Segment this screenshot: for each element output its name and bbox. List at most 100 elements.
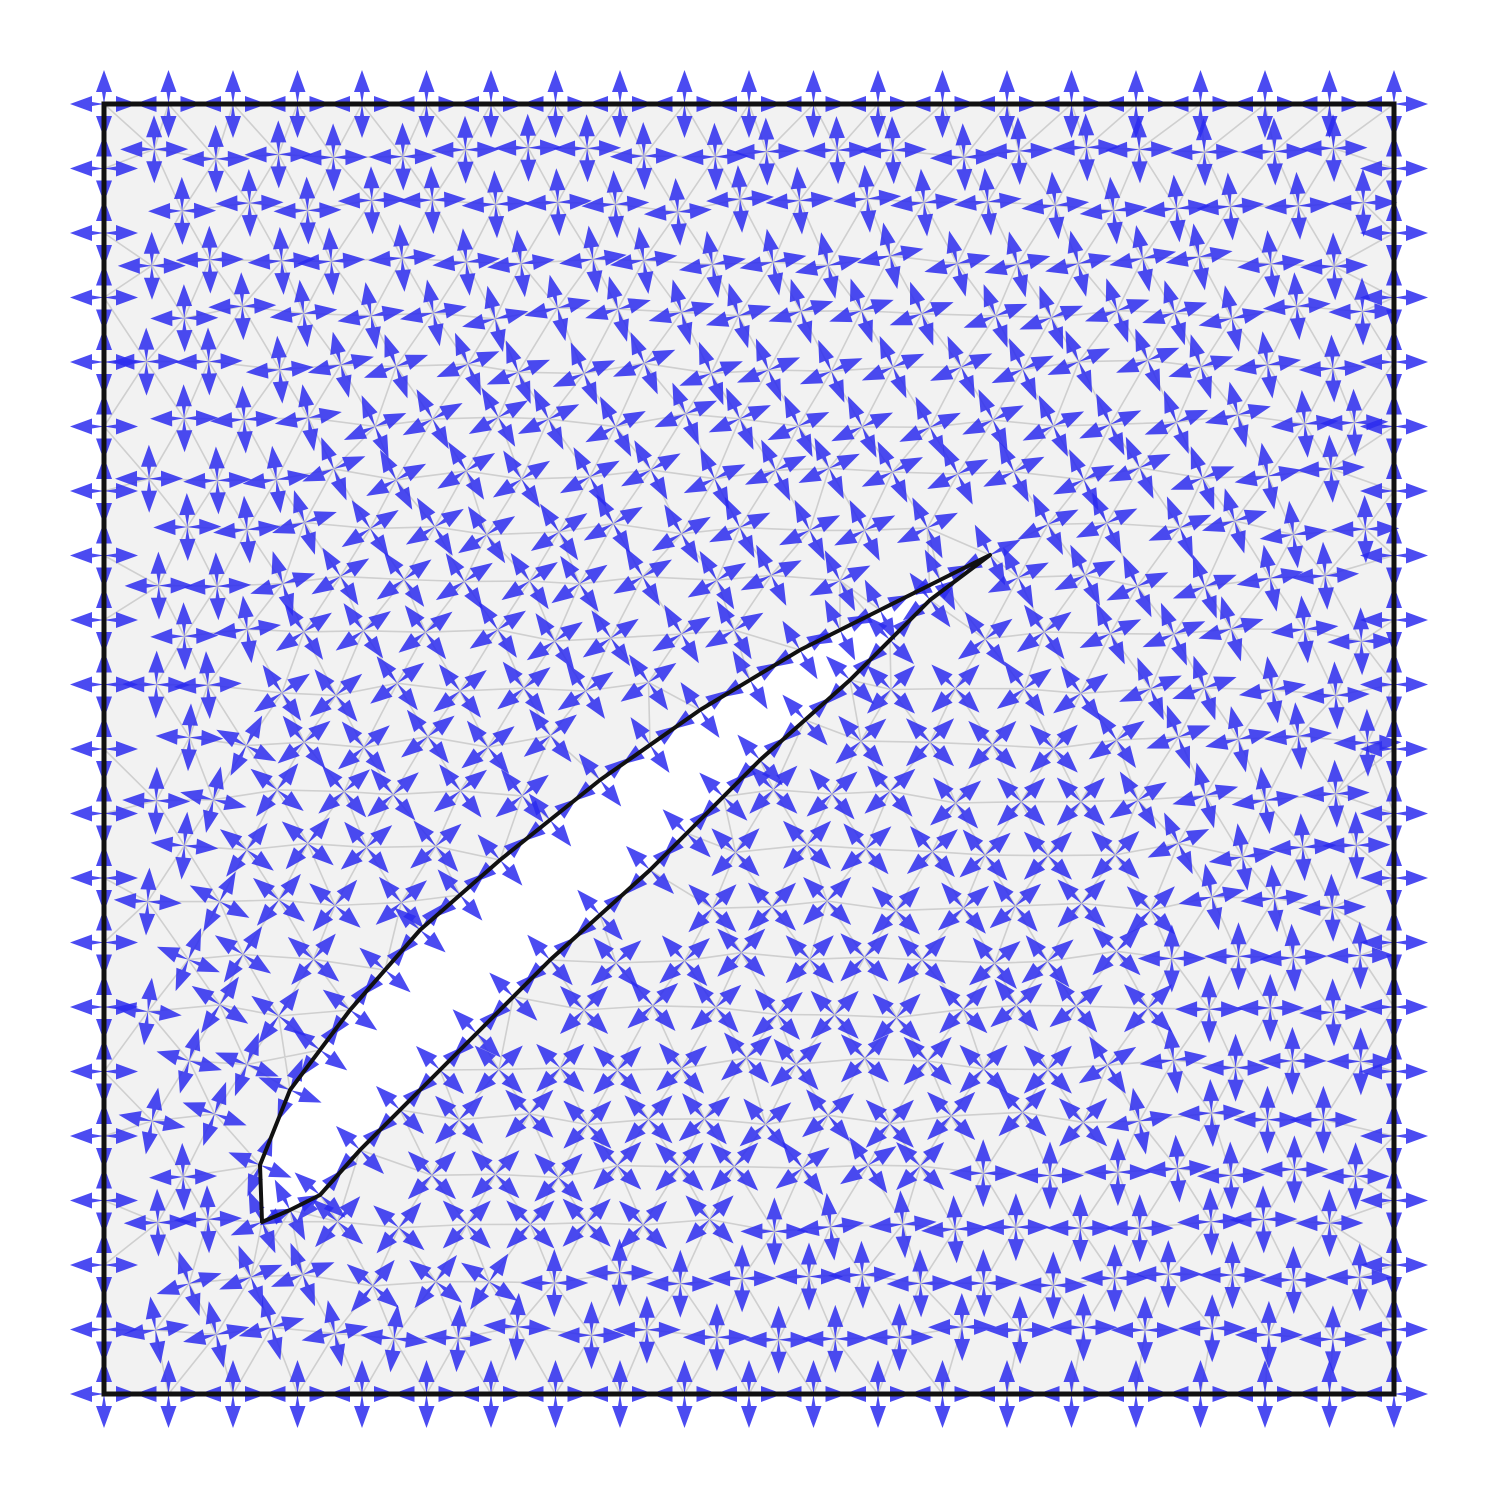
cross-field-arrow [1233, 331, 1302, 399]
cross-field-arrow [996, 661, 1052, 717]
cross-field-arrow [646, 1249, 715, 1318]
cross-field-arrow [1053, 665, 1109, 721]
cross-field-arrow [1091, 830, 1140, 879]
cross-field-arrow [652, 604, 711, 664]
cross-field-arrow [1229, 1185, 1298, 1254]
cross-field-arrow [705, 283, 772, 349]
cross-field-arrow [1083, 1138, 1152, 1207]
cross-field-arrow [1172, 554, 1237, 619]
cross-field-arrow [1049, 979, 1103, 1033]
cross-field-arrow [969, 937, 1021, 989]
cross-field-arrow [182, 1081, 247, 1146]
cross-field-arrow [150, 811, 219, 880]
cross-field-arrow [833, 164, 902, 233]
cross-field-arrow [810, 990, 859, 1039]
cross-field-arrow [896, 497, 958, 559]
cross-field-arrow [1078, 1036, 1137, 1094]
cross-field-arrow [122, 650, 191, 719]
cross-field-arrow [518, 388, 580, 450]
cross-field-arrow [688, 884, 737, 933]
cross-field-arrow [495, 769, 549, 823]
cross-field-arrow [1270, 595, 1339, 664]
cross-field-arrow [311, 547, 370, 606]
cross-field-arrow [939, 985, 988, 1034]
cross-field-arrow [871, 886, 920, 935]
cross-field-arrow [986, 1296, 1055, 1364]
cross-field-arrow [274, 384, 342, 452]
cross-field-arrow [563, 1100, 612, 1149]
cross-field-arrow [1092, 927, 1141, 976]
cross-field-arrow [341, 500, 399, 558]
cross-field-arrow [273, 176, 342, 245]
cross-field-arrow [984, 231, 1051, 298]
cross-field-arrow [785, 935, 834, 984]
cross-field-arrow [998, 1088, 1047, 1137]
cross-field-arrow [1106, 1087, 1173, 1155]
cross-field-arrow [968, 720, 1017, 769]
cross-field-arrow [1046, 1194, 1115, 1262]
cross-field-arrow [748, 882, 796, 931]
cross-field-arrow [775, 1141, 830, 1196]
cross-field-arrow [1178, 1294, 1247, 1363]
cross-field-arrow [469, 601, 526, 658]
cross-field-arrow [739, 228, 807, 296]
cross-field-arrow [251, 988, 307, 1044]
cross-field-arrow [861, 441, 923, 503]
cross-field-arrow [622, 717, 678, 773]
cross-field-arrow [461, 720, 515, 774]
cross-field-arrow [191, 976, 249, 1034]
cross-field-arrow [1236, 973, 1305, 1042]
cross-field-arrow [524, 274, 591, 341]
cross-field-arrow [954, 167, 1022, 236]
cross-field-arrow [1321, 1142, 1390, 1211]
cross-field-arrow [897, 935, 946, 984]
cross-field-arrow [678, 1093, 731, 1145]
cross-field-arrow [1270, 390, 1339, 458]
cross-field-arrow [1233, 1085, 1302, 1154]
cross-field-arrow [1017, 494, 1079, 555]
cross-field-arrow [1231, 766, 1299, 835]
cross-field-arrow [1326, 921, 1395, 990]
cross-field-arrow [1029, 724, 1078, 773]
cross-field-arrow [896, 1142, 945, 1191]
cross-field-arrow [1238, 656, 1307, 724]
cross-field-arrow [927, 1091, 976, 1140]
cross-field-arrow [1076, 492, 1138, 554]
cross-field-arrow [906, 826, 958, 878]
cross-field-arrow [1198, 1241, 1267, 1309]
cross-field-arrow [1300, 232, 1369, 301]
cross-field-arrow [1327, 607, 1396, 676]
cross-field-arrow [928, 1293, 996, 1361]
cross-field-arrow [401, 709, 455, 764]
cross-field-arrow [156, 1251, 222, 1316]
cross-field-arrow [590, 937, 642, 989]
cross-field-arrow [155, 703, 224, 772]
cross-field-arrow [627, 980, 679, 1031]
cross-field-arrow [581, 170, 650, 239]
cross-field-arrow [678, 230, 746, 298]
cross-field-arrow [1289, 1085, 1358, 1154]
cross-field-arrow [721, 1032, 772, 1084]
cross-field-arrow [582, 610, 639, 666]
cross-field-arrow [801, 1304, 870, 1373]
cross-field-arrow [1240, 117, 1309, 186]
cross-field-arrow [442, 1200, 491, 1249]
cross-field-arrow [795, 232, 862, 299]
cross-field-arrow [247, 227, 316, 295]
cross-field-arrow [1268, 813, 1337, 882]
cross-field-arrow [1021, 171, 1090, 240]
cross-field-arrow [1172, 762, 1239, 829]
cross-field-arrow [346, 1259, 399, 1312]
cross-field-arrow [1260, 1135, 1329, 1204]
cross-field-arrow [1165, 223, 1233, 291]
cross-field-arrow [1021, 935, 1074, 988]
cross-field-arrow [937, 882, 990, 934]
cross-field-arrow [949, 1249, 1018, 1318]
cross-field-arrow [520, 1249, 589, 1317]
cross-field-arrow [121, 1296, 190, 1364]
cross-field-arrow [779, 499, 841, 561]
cross-field-arrow [1111, 1296, 1179, 1365]
cross-field-arrow [424, 1304, 493, 1373]
cross-field-arrow [1142, 174, 1211, 243]
cross-field-arrow [1088, 712, 1145, 768]
